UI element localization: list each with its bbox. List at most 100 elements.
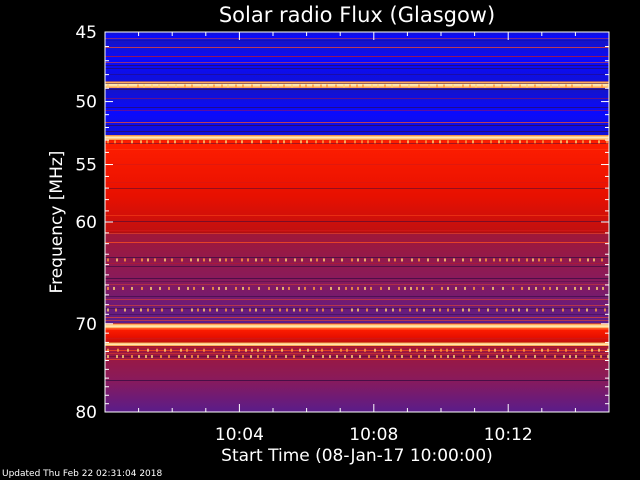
interference-dot xyxy=(574,286,576,290)
interference-dot xyxy=(219,258,221,262)
x-tick-label: 10:12 xyxy=(484,425,533,445)
interference-dot xyxy=(242,355,244,359)
interference-dot xyxy=(453,308,455,312)
interference-dot xyxy=(439,140,441,144)
interference-dot xyxy=(589,140,591,144)
interference-dot xyxy=(164,258,166,262)
interference-dot xyxy=(341,308,343,312)
interference-dot xyxy=(498,140,500,144)
interference-dot xyxy=(401,355,403,359)
y-tick-label: 50 xyxy=(75,93,97,113)
texture-stripe xyxy=(105,356,609,357)
interference-dot xyxy=(376,308,378,312)
interference-dot xyxy=(562,308,564,312)
interference-dot xyxy=(388,355,390,359)
x-tick-label: 10:04 xyxy=(215,425,264,445)
interference-dot xyxy=(452,348,454,352)
interference-dot xyxy=(170,348,172,352)
interference-dot xyxy=(453,355,455,359)
interference-dot xyxy=(203,258,205,262)
interference-dot xyxy=(490,140,492,144)
interference-dot xyxy=(293,355,295,359)
interference-dot xyxy=(447,140,449,144)
interference-dot xyxy=(432,140,434,144)
interference-dot xyxy=(299,84,301,88)
interference-dot xyxy=(235,140,237,144)
interference-dot xyxy=(534,140,536,144)
interference-dot xyxy=(216,355,218,359)
interference-dot xyxy=(223,348,225,352)
interference-dot xyxy=(247,258,249,262)
interference-dot xyxy=(107,348,109,352)
interference-dot xyxy=(357,258,359,262)
interference-dot xyxy=(514,348,516,352)
interference-dot xyxy=(560,140,562,144)
interference-dot xyxy=(116,355,118,359)
interference-dot xyxy=(462,308,464,312)
interference-dot xyxy=(376,355,378,359)
interference-dot xyxy=(228,355,230,359)
interference-dot xyxy=(181,308,183,312)
interference-dot xyxy=(586,308,588,312)
interference-dot xyxy=(541,84,543,88)
interference-dot xyxy=(432,348,434,352)
interference-dot xyxy=(371,84,373,88)
interference-dot xyxy=(351,355,353,359)
interference-dot xyxy=(541,348,543,352)
interference-dot xyxy=(251,348,253,352)
interference-dot xyxy=(303,355,305,359)
interference-dot xyxy=(584,348,586,352)
interference-dot xyxy=(115,308,117,312)
interference-dot xyxy=(544,258,546,262)
interference-dot xyxy=(127,84,129,88)
interference-dot xyxy=(364,286,366,290)
interference-dot xyxy=(133,258,135,262)
interference-dot xyxy=(320,286,322,290)
interference-dot xyxy=(207,84,209,88)
interference-dot xyxy=(565,348,567,352)
interference-dot xyxy=(447,308,449,312)
texture-stripe xyxy=(105,257,609,258)
interference-dot xyxy=(310,258,312,262)
interference-dot xyxy=(411,258,413,262)
interference-dot xyxy=(359,355,361,359)
interference-dot xyxy=(167,84,169,88)
band-4 xyxy=(105,135,609,141)
interference-dot xyxy=(159,140,161,144)
interference-dot xyxy=(242,286,244,290)
x-tick-label: 10:08 xyxy=(349,425,398,445)
interference-dot xyxy=(416,286,418,290)
interference-dot xyxy=(557,348,559,352)
interference-dot xyxy=(538,258,540,262)
texture-stripe xyxy=(105,278,609,279)
interference-dot xyxy=(354,140,356,144)
texture-stripe xyxy=(105,263,609,264)
interference-dot xyxy=(263,308,265,312)
texture-stripe xyxy=(105,125,609,126)
texture-stripe xyxy=(105,230,609,231)
interference-dot xyxy=(225,140,227,144)
interference-dot xyxy=(221,84,223,88)
interference-dot xyxy=(122,355,124,359)
interference-dot xyxy=(291,84,293,88)
interference-dot xyxy=(422,286,424,290)
interference-dot xyxy=(282,286,284,290)
interference-dot xyxy=(184,355,186,359)
interference-dot xyxy=(225,286,227,290)
interference-dot xyxy=(141,258,143,262)
interference-dot xyxy=(285,355,287,359)
interference-dot xyxy=(203,308,205,312)
texture-stripe xyxy=(105,47,609,48)
interference-dot xyxy=(191,84,193,88)
interference-dot xyxy=(374,348,376,352)
interference-dot xyxy=(283,140,285,144)
interference-dot xyxy=(370,286,372,290)
interference-dot xyxy=(580,286,582,290)
interference-dot xyxy=(218,286,220,290)
interference-dot xyxy=(290,140,292,144)
interference-dot xyxy=(542,140,544,144)
interference-dot xyxy=(381,348,383,352)
interference-dot xyxy=(260,84,262,88)
frequency-stripes xyxy=(105,38,609,381)
interference-dot xyxy=(409,348,411,352)
